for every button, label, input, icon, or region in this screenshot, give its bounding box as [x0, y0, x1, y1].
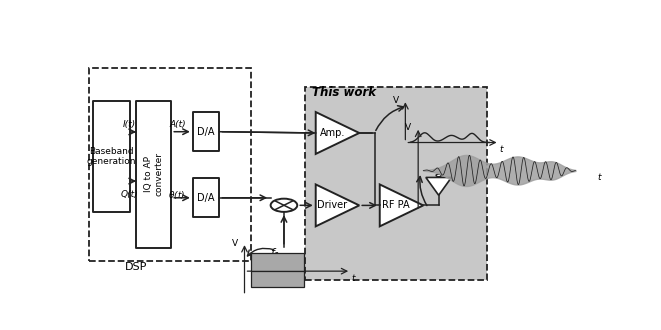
Text: Driver: Driver [317, 200, 347, 211]
Bar [305, 86, 487, 280]
Text: A(t): A(t) [170, 120, 186, 129]
Circle shape [270, 199, 297, 212]
Text: Baseband
generation: Baseband generation [87, 147, 136, 166]
Polygon shape [379, 184, 423, 226]
Text: I(t): I(t) [123, 120, 136, 129]
Bar [305, 86, 487, 280]
Text: t: t [351, 274, 354, 283]
Text: Amp.: Amp. [319, 128, 345, 138]
Text: IQ to AP
converter: IQ to AP converter [144, 152, 163, 196]
Text: V: V [232, 239, 239, 248]
Text: V: V [405, 123, 412, 132]
Text: $f_c$: $f_c$ [270, 246, 280, 260]
Text: Q(t): Q(t) [121, 190, 139, 199]
Bar [193, 178, 219, 217]
Text: V: V [393, 96, 399, 105]
Circle shape [436, 174, 442, 177]
Text: t: t [598, 173, 601, 182]
Bar [136, 101, 171, 248]
Bar [89, 68, 251, 261]
Text: $\theta$(t): $\theta$(t) [169, 189, 186, 201]
Text: D/A: D/A [198, 127, 215, 137]
Bar [93, 101, 130, 213]
Polygon shape [316, 112, 360, 154]
Bar [251, 253, 304, 271]
Text: RF PA: RF PA [383, 200, 410, 211]
Text: D/A: D/A [198, 193, 215, 203]
Text: This work: This work [312, 86, 376, 99]
Text: DSP: DSP [125, 262, 147, 272]
Text: t: t [500, 145, 503, 154]
Bar [251, 271, 304, 287]
Polygon shape [316, 184, 360, 226]
Bar [193, 112, 219, 151]
Polygon shape [426, 178, 451, 195]
